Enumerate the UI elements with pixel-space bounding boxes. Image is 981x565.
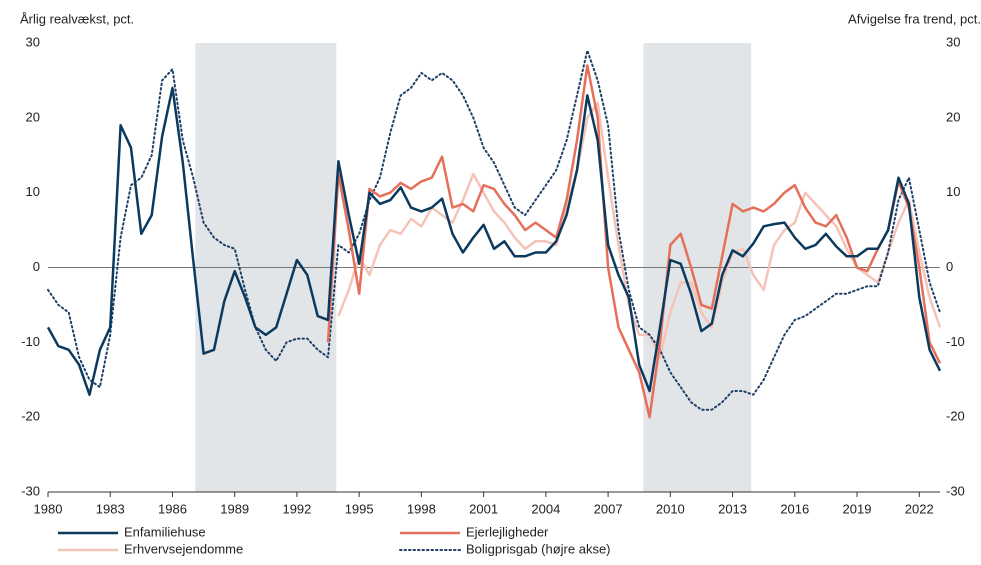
x-tick-label: 2004 [531, 501, 560, 516]
x-tick-label: 1980 [34, 501, 63, 516]
y-tick-label: 20 [26, 109, 40, 124]
x-tick-label: 1986 [158, 501, 187, 516]
legend-label: Ejerlejligheder [466, 524, 549, 539]
y2-tick-label: 30 [946, 34, 960, 49]
y-tick-label: -30 [21, 483, 40, 498]
x-tick-label: 1992 [282, 501, 311, 516]
x-tick-label: 1995 [345, 501, 374, 516]
series-line [326, 64, 942, 419]
x-tick-label: 2022 [905, 501, 934, 516]
y-tick-label: 30 [26, 34, 40, 49]
x-tick-label: 2016 [780, 501, 809, 516]
series-line [46, 86, 942, 396]
x-tick-label: 2010 [656, 501, 685, 516]
y-tick-label: 10 [26, 184, 40, 199]
series-line [47, 49, 941, 411]
x-tick-label: 2007 [594, 501, 623, 516]
x-tick-label: 1989 [220, 501, 249, 516]
y2-tick-label: 0 [946, 259, 953, 274]
y2-tick-label: -20 [946, 409, 965, 424]
y-tick-label: -10 [21, 334, 40, 349]
y2-tick-label: 20 [946, 109, 960, 124]
series-line [337, 101, 942, 359]
legend-label: Enfamiliehuse [124, 524, 206, 539]
y-tick-label: 0 [33, 259, 40, 274]
y2-tick-label: -10 [946, 334, 965, 349]
y2-axis-label: Afvigelse fra trend, pct. [848, 11, 981, 26]
x-tick-label: 2001 [469, 501, 498, 516]
x-tick-label: 2013 [718, 501, 747, 516]
y2-tick-label: 10 [946, 184, 960, 199]
x-tick-label: 2019 [843, 501, 872, 516]
x-tick-label: 1998 [407, 501, 436, 516]
legend-label: Erhvervsejendomme [124, 541, 243, 556]
y-axis-label: Årlig realvækst, pct. [20, 11, 134, 26]
x-tick-label: 1983 [96, 501, 125, 516]
legend-label: Boligprisgab (højre akse) [466, 541, 611, 556]
y-tick-label: -20 [21, 409, 40, 424]
y2-tick-label: -30 [946, 483, 965, 498]
